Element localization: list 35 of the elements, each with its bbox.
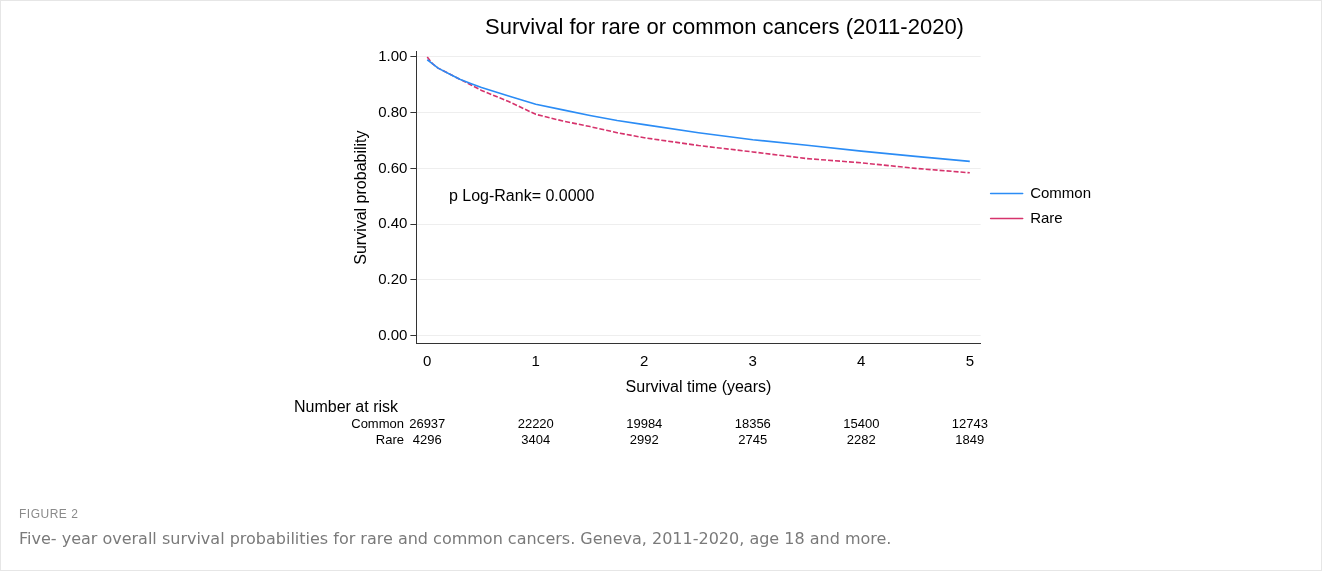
y-axis-title: Survival probability (352, 130, 370, 265)
text: 22220 (517, 416, 554, 432)
x-tick-label: 5 (965, 351, 974, 369)
text: 3404 (521, 432, 551, 448)
y-tick-label: 0.80 (378, 102, 408, 120)
text: 12743 (951, 416, 988, 432)
y-tick-label: 1.00 (378, 47, 408, 65)
text: 2745 (738, 432, 768, 448)
legend-label: Common (1030, 183, 1092, 201)
legend-label: Rare (1030, 208, 1063, 226)
x-axis-title: Survival time (years) (625, 377, 772, 395)
y-tick-label: 0.40 (378, 214, 408, 232)
x-tick-label: 4 (857, 351, 866, 369)
annotation: p Log-Rank= 0.0000 (448, 186, 595, 204)
text: 19984 (626, 416, 663, 432)
text: Number at risk (294, 398, 400, 416)
x-tick-label: 3 (748, 351, 757, 369)
text: Five- year overall survival probabilities for rare and common cancers. Geneva, 2011-2020, age 18 and more. (19, 529, 892, 548)
text: Common (351, 416, 404, 432)
text: 2282 (846, 432, 876, 448)
text: 15400 (843, 416, 880, 432)
text: 2992 (629, 432, 659, 448)
y-tick-label: 0.60 (378, 158, 408, 176)
text: 4296 (412, 432, 442, 448)
x-tick-label: 2 (640, 351, 649, 369)
text: Rare (375, 432, 404, 448)
text: 26937 (409, 416, 446, 432)
x-tick-label: 0 (423, 351, 432, 369)
text: 18356 (734, 416, 771, 432)
y-tick-label: 0.20 (378, 269, 408, 287)
x-tick-label: 1 (531, 351, 540, 369)
caption: FIGURE 2 (19, 507, 79, 521)
chart-title: Survival for rare or common cancers (2011-2020) (485, 14, 964, 40)
y-tick-label: 0.00 (378, 325, 408, 343)
text: 1849 (955, 432, 985, 448)
